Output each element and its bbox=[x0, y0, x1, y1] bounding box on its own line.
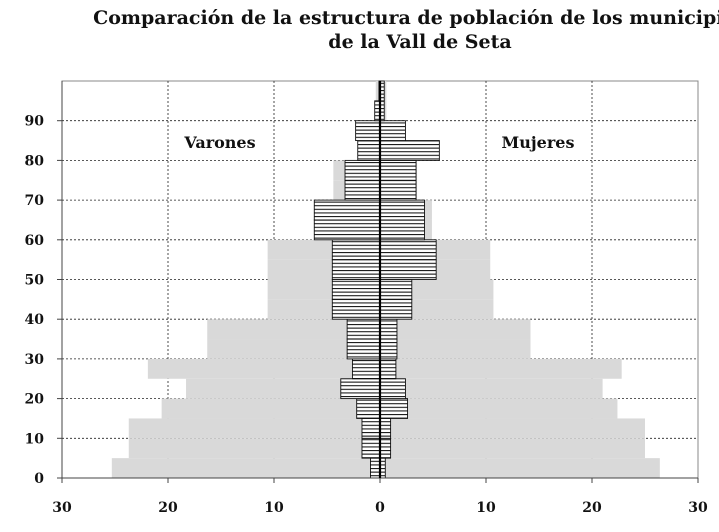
bar-left-hatched-dark-5 bbox=[361, 437, 381, 459]
label-mujeres: Mujeres bbox=[502, 133, 575, 152]
bar-right-hatched-dark-75 bbox=[379, 159, 417, 181]
label-varones: Varones bbox=[183, 133, 255, 152]
bar-right-hatched-dark-5 bbox=[379, 437, 392, 459]
y-tick-label: 40 bbox=[25, 312, 45, 328]
y-tick-label: 0 bbox=[34, 471, 44, 487]
bar-right-hatched-dark-65 bbox=[379, 199, 425, 221]
bar-right-hatched-dark-30 bbox=[379, 338, 398, 360]
y-tick-label: 80 bbox=[25, 153, 45, 169]
bar-right-light-gray-fill-5 bbox=[380, 438, 645, 459]
x-tick-label: 10 bbox=[264, 500, 284, 516]
bar-left-light-gray-fill-15 bbox=[161, 398, 380, 419]
y-tick-label: 70 bbox=[25, 193, 45, 209]
bar-left-hatched-dark-15 bbox=[356, 398, 381, 419]
bar-left-light-gray-fill-10 bbox=[128, 418, 380, 439]
x-tick-label: 30 bbox=[688, 500, 708, 516]
bar-left-light-gray-fill-95 bbox=[375, 81, 380, 101]
bar-left-light-gray-fill-20 bbox=[186, 378, 380, 399]
chart-title-line-1: Comparación de la estructura de població… bbox=[93, 7, 719, 29]
bar-right-light-gray-fill-25 bbox=[380, 358, 622, 379]
bar-right-hatched-dark-10 bbox=[379, 418, 392, 439]
bar-left-hatched-dark-55 bbox=[331, 239, 381, 261]
x-tick-label: 20 bbox=[158, 500, 178, 516]
y-tick-label: 50 bbox=[25, 273, 45, 289]
bar-right-hatched-dark-55 bbox=[379, 239, 437, 261]
bar-left-hatched-dark-65 bbox=[313, 199, 381, 221]
bar-left-hatched-dark-80 bbox=[357, 140, 381, 161]
bar-left-light-gray-fill-0 bbox=[111, 458, 380, 478]
bar-left-light-gray-fill-25 bbox=[147, 358, 380, 379]
bar-left-hatched-dark-10 bbox=[361, 418, 381, 439]
chart-title: Comparación de la estructura de població… bbox=[60, 6, 719, 54]
x-tick-label: 0 bbox=[375, 500, 385, 516]
bar-right-light-gray-fill-35 bbox=[380, 319, 531, 340]
bar-left-hatched-dark-50 bbox=[331, 259, 381, 280]
bar-right-hatched-dark-80 bbox=[379, 140, 440, 161]
bar-right-hatched-dark-45 bbox=[379, 279, 413, 300]
bar-left-hatched-dark-0 bbox=[370, 457, 381, 479]
bar-right-hatched-dark-40 bbox=[379, 298, 413, 320]
bar-left-hatched-dark-25 bbox=[351, 358, 381, 380]
bar-right-hatched-dark-70 bbox=[379, 179, 417, 201]
bar-left-hatched-dark-45 bbox=[331, 279, 381, 300]
bar-right-light-gray-fill-0 bbox=[380, 458, 660, 478]
y-tick-label: 90 bbox=[25, 114, 45, 130]
bar-right-light-gray-fill-10 bbox=[380, 418, 645, 439]
chart-title-line-2: de la Vall de Seta bbox=[328, 31, 512, 53]
y-tick-label: 30 bbox=[25, 352, 45, 368]
y-tick-label: 20 bbox=[25, 392, 45, 408]
y-tick-label: 10 bbox=[25, 431, 45, 447]
bars bbox=[111, 80, 660, 479]
bar-left-hatched-dark-75 bbox=[344, 159, 381, 181]
bar-right-hatched-dark-20 bbox=[379, 378, 406, 400]
bar-right-hatched-dark-15 bbox=[379, 398, 409, 419]
bar-right-hatched-dark-25 bbox=[379, 358, 397, 380]
bar-left-hatched-dark-30 bbox=[346, 338, 381, 360]
bar-right-hatched-dark-85 bbox=[379, 120, 406, 141]
bar-left-hatched-dark-60 bbox=[313, 219, 381, 241]
bar-left-light-gray-fill-35 bbox=[207, 319, 380, 340]
bar-right-hatched-dark-60 bbox=[379, 219, 425, 241]
x-tick-label: 20 bbox=[582, 500, 602, 516]
bar-left-hatched-dark-40 bbox=[331, 298, 381, 320]
bar-right-hatched-dark-35 bbox=[379, 318, 398, 340]
x-tick-label: 30 bbox=[52, 500, 72, 516]
bar-right-light-gray-fill-20 bbox=[380, 378, 603, 399]
bar-left-hatched-dark-70 bbox=[344, 179, 381, 201]
bar-left-light-gray-fill-5 bbox=[128, 438, 380, 459]
bar-right-hatched-dark-50 bbox=[379, 259, 437, 280]
bar-left-hatched-dark-35 bbox=[346, 318, 381, 340]
bar-right-light-gray-fill-15 bbox=[380, 398, 618, 419]
bar-left-hatched-dark-20 bbox=[340, 378, 381, 400]
bar-right-light-gray-fill-30 bbox=[380, 339, 531, 359]
bar-left-hatched-dark-85 bbox=[355, 120, 381, 141]
axes bbox=[57, 81, 699, 483]
y-tick-label: 60 bbox=[25, 233, 45, 249]
x-tick-label: 10 bbox=[476, 500, 496, 516]
bar-left-light-gray-fill-30 bbox=[207, 339, 380, 359]
tick-labels: 30 20 10 0 10 20 30 0 10 20 30 40 50 60 70 80 90 bbox=[25, 114, 708, 516]
